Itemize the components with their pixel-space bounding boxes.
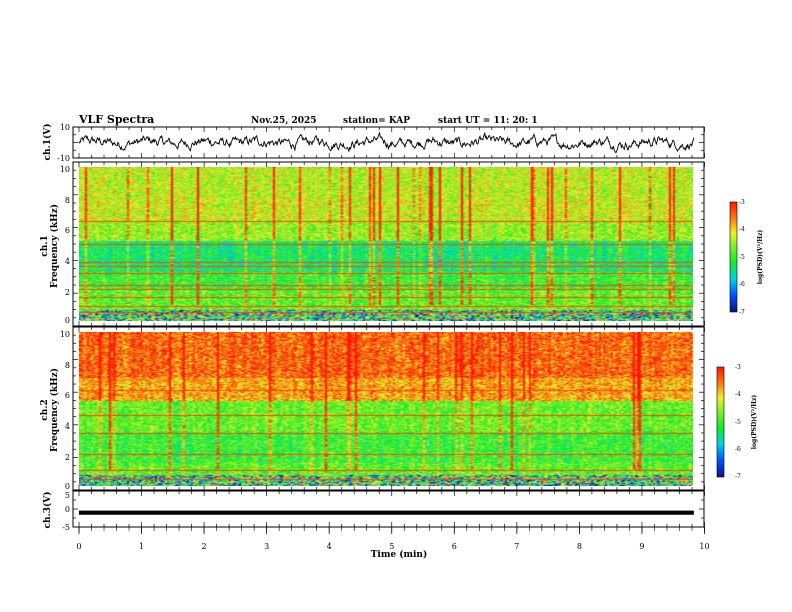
start-time-label: start UT = 11: 20: 1 xyxy=(438,116,538,126)
figure-title: VLF Spectra xyxy=(78,113,154,126)
ch2-spectrogram-panel: 0 2 4 6 8 10 ch.2 Frequency (kHz) -3 -4 … xyxy=(40,326,758,491)
ch3-voltage-trace xyxy=(79,510,694,515)
x-tick-label: 8 xyxy=(577,542,582,551)
x-tick-label: 5 xyxy=(389,542,394,551)
time-axis-label: Time (min) xyxy=(371,549,428,560)
ch3-ytick-top: 5 xyxy=(65,491,70,500)
ch2-freq-tick: 8 xyxy=(65,361,70,370)
ch1-ytick-bottom: -10 xyxy=(57,154,70,163)
ch1-freq-tick: 0 xyxy=(65,316,70,325)
ch2-cb-tick: -7 xyxy=(735,473,741,480)
x-tick-label: 3 xyxy=(264,542,269,551)
ch1-voltage-panel: 10 -10 ch.1(V) xyxy=(42,123,705,163)
ch2-spectrogram-ylabel-line2: Frequency (kHz) xyxy=(49,368,60,452)
ch1-spectrogram-image xyxy=(79,167,693,321)
ch1-cb-tick: -4 xyxy=(739,226,745,233)
ch2-freq-tick: 0 xyxy=(65,482,70,491)
ch1-voltage-frame xyxy=(72,126,705,159)
date-label: Nov.25, 2025 xyxy=(251,116,317,126)
x-tick-label: 2 xyxy=(202,542,207,551)
ch3-voltage-ylabel: ch.3(V) xyxy=(42,492,53,529)
ch1-freq-tick: 6 xyxy=(65,226,70,235)
ch1-voltage-trace xyxy=(78,131,695,154)
ch2-colorbar xyxy=(716,366,725,478)
x-tick-label: 10 xyxy=(699,542,709,551)
ch2-cb-tick: -4 xyxy=(735,391,741,398)
ch1-freq-tick: 4 xyxy=(65,257,70,266)
ch1-cb-tick: -3 xyxy=(739,199,745,206)
ch2-freq-tick: 4 xyxy=(65,422,70,431)
ch2-freq-tick: 6 xyxy=(65,391,70,400)
ch1-colorbar-label: log(PSD)(V²/Hz) xyxy=(757,230,764,285)
ch3-voltage-panel: 5 0 -5 ch.3(V) xyxy=(42,490,705,532)
ch3-ytick-bottom: -5 xyxy=(62,523,70,532)
ch2-colorbar-label: log(PSD)(V²/Hz) xyxy=(751,395,758,450)
ch2-spectrogram-ylabel-line1: ch.2 xyxy=(40,399,50,420)
x-tick-label: 6 xyxy=(452,542,457,551)
ch2-cb-tick: -5 xyxy=(735,419,741,426)
ch1-freq-tick: 10 xyxy=(60,165,70,174)
ch3-ytick-mid: 0 xyxy=(65,505,70,514)
ch1-ytick-top: 10 xyxy=(60,123,70,132)
x-tick-label: 4 xyxy=(327,542,332,551)
station-label: station= KAP xyxy=(343,116,410,126)
ch2-freq-tick: 2 xyxy=(65,453,70,462)
ch1-freq-tick: 2 xyxy=(65,288,70,297)
ch3-voltage-frame xyxy=(72,490,705,528)
ch1-spectrogram-panel: 0 2 4 6 8 10 ch.1 Frequency (kHz) -3 -4 … xyxy=(40,161,764,327)
ch2-spectrogram-image xyxy=(79,332,693,486)
ch1-cb-tick: -5 xyxy=(739,254,745,261)
ch1-voltage-ylabel: ch.1(V) xyxy=(42,124,53,161)
time-axis: 0 1 2 3 4 5 6 7 8 9 10 xyxy=(73,126,710,551)
ch2-cb-tick: -6 xyxy=(735,446,741,453)
ch2-cb-tick: -3 xyxy=(735,364,741,371)
ch1-cb-tick: -7 xyxy=(739,309,745,316)
x-tick-label: 9 xyxy=(639,542,644,551)
ch1-cb-tick: -6 xyxy=(739,281,745,288)
ch1-spectrogram-ylabel-line1: ch.1 xyxy=(40,235,50,256)
x-tick-label: 7 xyxy=(514,542,519,551)
ch1-spectrogram-ylabel-line2: Frequency (kHz) xyxy=(49,204,60,288)
x-tick-label: 0 xyxy=(76,542,81,551)
ch1-freq-tick: 8 xyxy=(65,196,70,205)
ch2-freq-tick: 10 xyxy=(60,330,70,339)
ch1-colorbar xyxy=(729,201,738,313)
x-tick-label: 1 xyxy=(139,542,144,551)
